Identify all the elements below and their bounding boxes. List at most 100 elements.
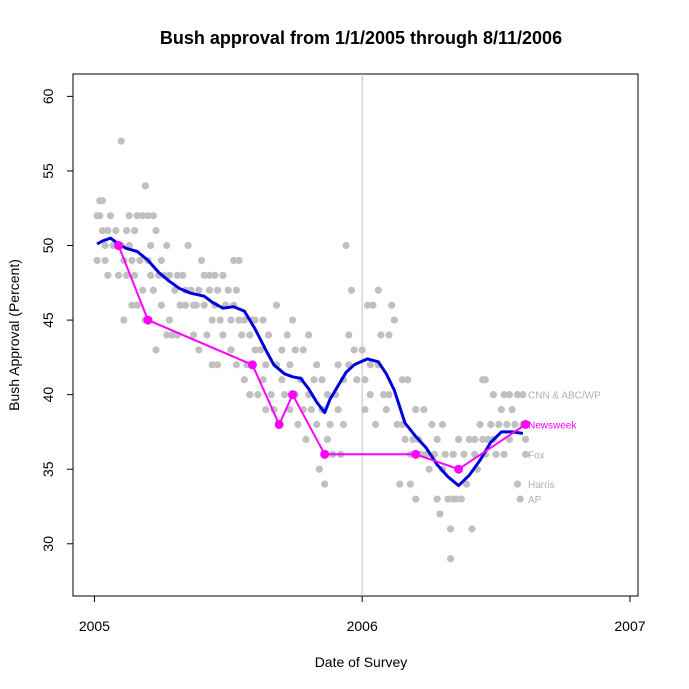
x-axis-label: Date of Survey	[315, 654, 408, 670]
poll-point	[361, 376, 369, 384]
poll-point	[444, 495, 452, 503]
poll-point	[106, 212, 115, 220]
poll-point	[468, 525, 476, 533]
poll-point	[489, 391, 498, 399]
poll-point	[353, 376, 361, 384]
poll-point	[497, 405, 506, 414]
poll-point	[157, 256, 165, 265]
poll-point	[513, 480, 522, 488]
series-label: CNN & ABC/WP	[528, 391, 601, 402]
poll-point	[513, 391, 522, 399]
poll-point	[446, 525, 455, 533]
poll-point	[313, 361, 321, 369]
poll-point	[251, 316, 259, 324]
poll-point	[240, 376, 248, 384]
poll-point	[310, 376, 318, 384]
poll-point	[152, 227, 160, 235]
poll-point	[463, 480, 471, 488]
poll-point	[307, 405, 315, 414]
x-tick-label: 2007	[614, 618, 645, 634]
poll-point	[505, 391, 514, 399]
poll-point	[315, 465, 323, 473]
poll-point	[227, 316, 235, 324]
poll-point	[211, 271, 219, 279]
poll-point	[487, 420, 495, 429]
y-tick-label: 50	[40, 238, 56, 254]
newsweek-point	[411, 449, 421, 459]
poll-point	[454, 435, 463, 443]
poll-point	[350, 346, 358, 354]
poll-point	[176, 301, 184, 309]
poll-point	[326, 420, 334, 429]
poll-point	[272, 301, 281, 309]
poll-point	[369, 301, 377, 309]
poll-point	[232, 361, 240, 369]
poll-point	[438, 420, 447, 429]
poll-point	[122, 227, 131, 235]
poll-point	[345, 331, 353, 339]
poll-point	[428, 420, 436, 429]
x-tick-label: 2006	[347, 618, 378, 634]
poll-point	[104, 271, 112, 279]
poll-point	[184, 241, 192, 250]
poll-point	[508, 405, 516, 414]
poll-point	[385, 391, 393, 399]
poll-point	[398, 376, 406, 384]
poll-point	[152, 346, 160, 354]
poll-point	[294, 420, 302, 429]
poll-point	[256, 346, 265, 354]
trend-line	[96, 236, 524, 488]
poll-point	[125, 212, 133, 220]
poll-point	[163, 331, 171, 339]
poll-point	[139, 212, 147, 220]
poll-point	[452, 495, 460, 503]
newsweek-point	[247, 360, 257, 370]
poll-point	[406, 480, 414, 488]
poll-point	[157, 301, 165, 309]
poll-point	[264, 331, 273, 339]
poll-point	[476, 420, 484, 429]
poll-point	[181, 301, 190, 309]
poll-point	[130, 271, 139, 279]
poll-point	[286, 361, 294, 369]
chart-title: Bush approval from 1/1/2005 through 8/11…	[160, 28, 562, 48]
poll-point	[288, 316, 297, 324]
poll-point	[449, 450, 457, 458]
newsweek-point	[454, 464, 464, 474]
poll-point	[96, 212, 104, 220]
poll-point	[173, 271, 182, 279]
poll-point	[144, 212, 152, 220]
poll-point	[339, 420, 348, 429]
poll-point	[393, 420, 401, 429]
poll-point	[460, 450, 468, 458]
poll-point	[278, 376, 286, 384]
poll-point	[371, 420, 380, 429]
poll-point	[259, 316, 267, 324]
poll-point	[227, 346, 235, 354]
poll-point	[366, 391, 374, 399]
poll-point	[420, 405, 428, 414]
poll-point	[433, 495, 441, 503]
poll-point	[262, 405, 270, 414]
poll-point	[479, 435, 487, 443]
poll-point	[380, 391, 388, 399]
poll-point	[283, 331, 291, 339]
poll-point	[205, 271, 214, 279]
poll-point	[195, 286, 203, 294]
poll-point	[500, 450, 508, 458]
poll-point	[412, 405, 420, 414]
newsweek-line	[117, 245, 527, 471]
poll-point	[149, 286, 157, 294]
poll-point	[511, 420, 519, 429]
poll-point	[313, 420, 321, 429]
poll-point	[219, 271, 227, 279]
x-tick-label: 2005	[79, 618, 110, 634]
poll-point	[363, 301, 372, 309]
poll-point	[149, 212, 157, 220]
poll-point	[519, 391, 527, 399]
series-label: Newsweek	[528, 420, 577, 431]
poll-point	[366, 361, 374, 369]
poll-point	[139, 286, 147, 294]
poll-point	[280, 391, 289, 399]
poll-point	[189, 331, 198, 339]
